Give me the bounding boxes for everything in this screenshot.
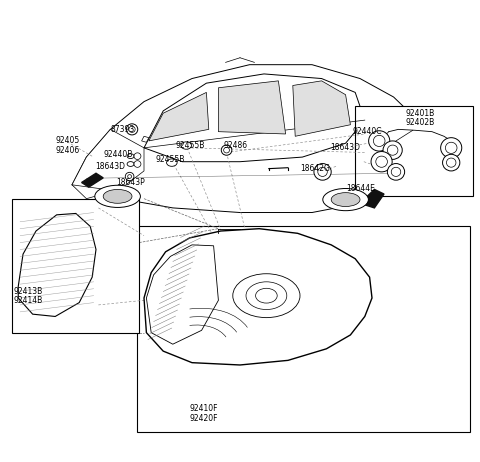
Text: 18642G: 18642G bbox=[300, 164, 330, 173]
Text: 92440C: 92440C bbox=[353, 127, 382, 136]
Circle shape bbox=[314, 164, 331, 180]
Text: 92455B: 92455B bbox=[175, 141, 204, 150]
Circle shape bbox=[387, 145, 398, 155]
Text: 18643P: 18643P bbox=[116, 178, 145, 187]
Circle shape bbox=[443, 154, 460, 171]
Ellipse shape bbox=[323, 188, 369, 211]
Circle shape bbox=[373, 135, 385, 146]
FancyBboxPatch shape bbox=[12, 199, 139, 333]
Circle shape bbox=[134, 161, 141, 167]
Text: 92420F: 92420F bbox=[190, 413, 218, 423]
Ellipse shape bbox=[331, 193, 360, 207]
Circle shape bbox=[134, 153, 141, 159]
Ellipse shape bbox=[233, 274, 300, 318]
Text: 92410F: 92410F bbox=[190, 404, 218, 413]
Text: 92440B: 92440B bbox=[103, 150, 132, 159]
Ellipse shape bbox=[256, 288, 277, 303]
Polygon shape bbox=[18, 213, 96, 316]
Polygon shape bbox=[142, 136, 149, 142]
Circle shape bbox=[391, 167, 401, 176]
Ellipse shape bbox=[103, 189, 132, 203]
Polygon shape bbox=[144, 229, 372, 365]
Text: 92402B: 92402B bbox=[406, 118, 435, 127]
Circle shape bbox=[369, 131, 390, 151]
Circle shape bbox=[224, 147, 229, 153]
Ellipse shape bbox=[127, 162, 134, 166]
Circle shape bbox=[371, 152, 392, 172]
Circle shape bbox=[387, 164, 405, 180]
Ellipse shape bbox=[181, 142, 192, 149]
Text: 18643D: 18643D bbox=[95, 162, 125, 171]
Circle shape bbox=[126, 124, 138, 135]
Text: 18643D: 18643D bbox=[330, 143, 360, 152]
Text: 92414B: 92414B bbox=[13, 296, 43, 305]
Polygon shape bbox=[72, 129, 144, 199]
Polygon shape bbox=[293, 81, 350, 136]
Circle shape bbox=[446, 158, 456, 167]
Ellipse shape bbox=[167, 159, 177, 166]
Ellipse shape bbox=[127, 154, 134, 158]
Text: 92455B: 92455B bbox=[156, 155, 185, 164]
Polygon shape bbox=[146, 245, 218, 344]
Polygon shape bbox=[72, 65, 422, 213]
Polygon shape bbox=[144, 74, 365, 162]
Ellipse shape bbox=[246, 282, 287, 310]
Circle shape bbox=[221, 145, 232, 155]
Polygon shape bbox=[218, 81, 286, 134]
Text: 92413B: 92413B bbox=[13, 286, 43, 296]
FancyBboxPatch shape bbox=[355, 106, 473, 196]
Polygon shape bbox=[82, 173, 103, 187]
Circle shape bbox=[318, 167, 327, 176]
Text: 87393: 87393 bbox=[110, 125, 134, 134]
Circle shape bbox=[441, 138, 462, 158]
FancyBboxPatch shape bbox=[137, 226, 470, 432]
Polygon shape bbox=[149, 92, 209, 141]
Text: 92486: 92486 bbox=[223, 141, 247, 150]
Text: 18644E: 18644E bbox=[347, 184, 375, 193]
Circle shape bbox=[128, 175, 132, 178]
Circle shape bbox=[445, 142, 457, 153]
Polygon shape bbox=[360, 189, 384, 208]
Circle shape bbox=[129, 126, 135, 133]
Circle shape bbox=[383, 141, 402, 159]
Text: 92401B: 92401B bbox=[406, 109, 435, 118]
Circle shape bbox=[376, 156, 387, 167]
Ellipse shape bbox=[95, 185, 140, 207]
Text: 92405: 92405 bbox=[55, 136, 80, 146]
Circle shape bbox=[125, 172, 134, 181]
Text: 92406: 92406 bbox=[55, 146, 80, 155]
